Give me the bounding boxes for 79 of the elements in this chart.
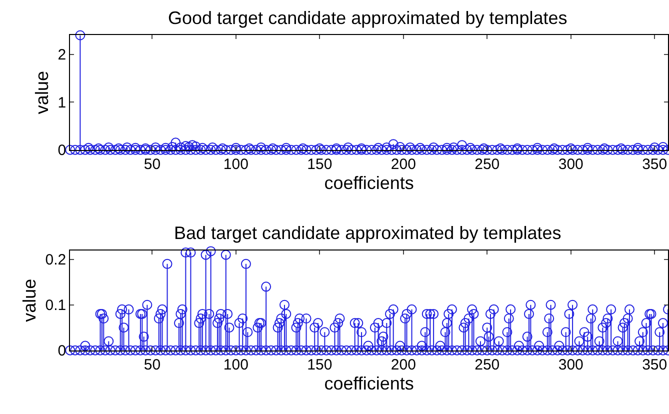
x-tick-label: 150 [307,156,332,173]
point [395,142,406,152]
point [314,143,325,154]
point [230,142,241,153]
point [244,143,254,154]
point [84,142,94,153]
point [331,143,342,154]
y-axis-title: value [32,71,52,114]
point [388,139,398,150]
chart-title: Good target candidate approximated by templates [168,8,568,28]
x-tick-label: 50 [144,356,161,374]
point [75,30,86,40]
point [632,142,643,153]
y-tick-label: 0 [58,342,66,360]
point [616,143,626,154]
point [566,143,576,154]
chart-title: Bad target candidate approximated by templates [174,223,562,243]
point [140,143,150,154]
x-tick-label: 100 [223,356,248,374]
x-tick-label: 300 [558,156,584,173]
point [150,142,161,152]
x-tick-label: 50 [144,156,161,173]
point [190,142,201,152]
y-axis-title: value [19,278,40,322]
x-tick-label: 300 [558,356,584,374]
point [356,143,367,154]
point [512,143,522,154]
point [170,138,181,148]
point [532,142,542,153]
x-tick-label: 250 [474,356,500,374]
point [373,142,384,153]
y-tick-label: 1 [58,94,66,112]
point [405,142,416,152]
point [343,142,354,152]
point [167,142,178,152]
x-tick-label: 250 [474,156,500,173]
y-tick-label: 0 [58,142,66,160]
x-axis-title: coefficients [324,172,414,193]
point [582,142,593,153]
point [298,143,308,154]
point [180,141,191,152]
point [599,143,610,154]
point [256,142,266,152]
x-tick-label: 200 [390,356,416,374]
point [187,140,198,150]
x-tick-label: 350 [642,356,668,374]
x-tick-label: 150 [307,356,332,374]
point [160,142,171,153]
point [218,143,228,154]
point [184,142,194,152]
x-tick-label: 100 [223,156,248,173]
point [658,142,668,152]
x-tick-label: 200 [390,156,416,173]
x-axis-title: coefficients [324,373,414,394]
point [94,143,104,154]
point [114,143,124,154]
x-tick-label: 350 [642,156,668,173]
point [207,142,218,152]
point [197,142,208,153]
point [281,142,292,153]
point [478,143,489,154]
y-tick-label: 0.1 [45,297,66,314]
y-tick-label: 2 [58,46,66,64]
point [465,142,476,153]
point [448,142,459,152]
point [268,143,278,154]
point [104,142,114,152]
point [442,142,452,153]
point [176,142,186,152]
point [457,140,468,150]
point [549,143,560,154]
point [382,142,392,152]
point [415,142,426,153]
point [428,142,439,152]
point [496,143,506,154]
point [130,142,140,153]
point [650,142,660,152]
y-tick-label: 0.2 [45,252,66,269]
point [122,142,132,152]
